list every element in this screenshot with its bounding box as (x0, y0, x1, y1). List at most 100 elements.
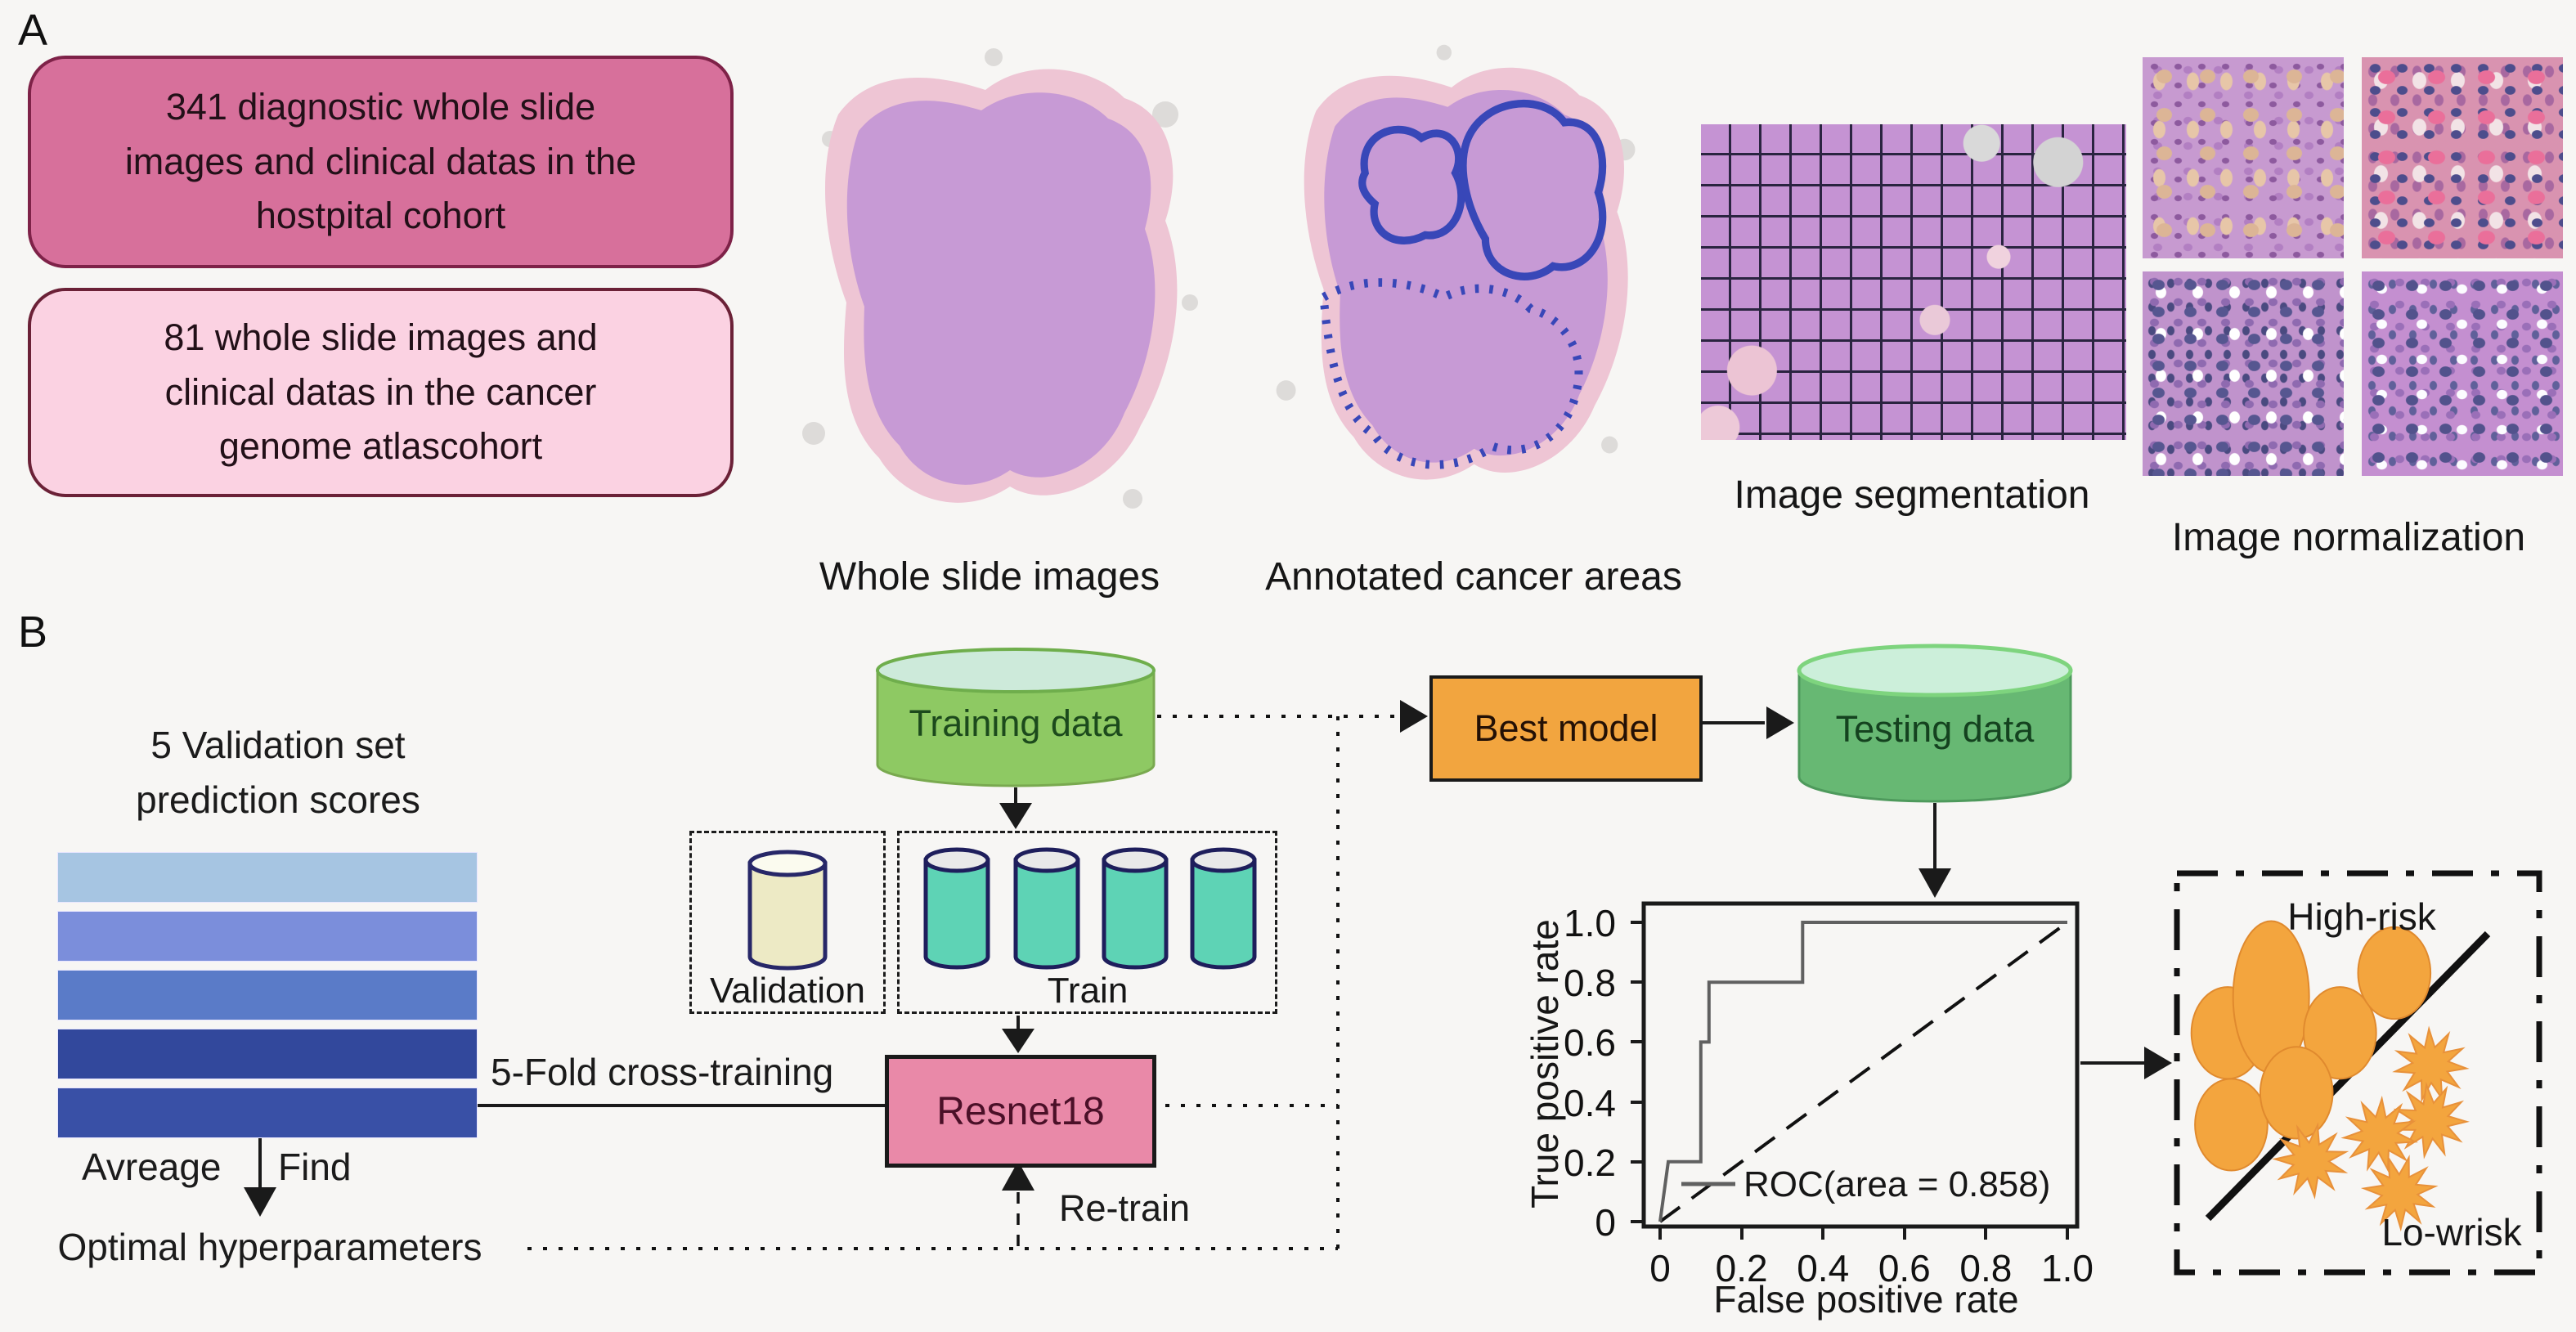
arrowhead-bestmodel (1400, 700, 1428, 733)
caption-image-segmentation: Image segmentation (1734, 473, 2090, 517)
roc-legend-text: ROC(area = 0.858) (1744, 1164, 2051, 1204)
prediction-score-bars (57, 852, 478, 1146)
roc-ytick-label: 0.8 (1564, 962, 1616, 1005)
hospital-cohort-box: 341 diagnostic whole slide images and cl… (28, 56, 734, 268)
fold-cross-training-label: 5-Fold cross-training (491, 1051, 834, 1093)
cancer-outline-left (1358, 125, 1465, 244)
validation-scores-title: 5 Validation set prediction scores (49, 718, 507, 827)
train-label: Train (1047, 971, 1129, 1011)
normalized-tile-2 (2362, 57, 2563, 258)
resnet18-box: Resnet18 (885, 1055, 1156, 1168)
tcga-cohort-line1: 81 whole slide images and (164, 316, 598, 359)
roc-ytick-label: 1.0 (1564, 902, 1616, 944)
normalized-tile-4 (2362, 271, 2563, 476)
arrowhead-training-down (999, 803, 1032, 829)
hospital-cohort-line3: hostpital cohort (255, 195, 506, 237)
arrowhead-retrain (1002, 1161, 1034, 1191)
normalized-tile-3 (2143, 271, 2344, 476)
validation-cylinder (747, 850, 828, 971)
hospital-cohort-line1: 341 diagnostic whole slide (165, 86, 596, 128)
roc-chance-diagonal (1658, 921, 2069, 1223)
roc-curve (1658, 921, 2067, 1222)
roc-ytick-label: 0.2 (1564, 1141, 1616, 1184)
roc-xtick-label: 0.6 (1878, 1247, 1931, 1289)
normalized-tile-1 (2143, 57, 2344, 258)
caption-whole-slide-images: Whole slide images (819, 555, 1160, 599)
train-cylinder-2 (1013, 847, 1080, 970)
validation-dashed-box (689, 831, 886, 1014)
high-risk-cell (2303, 986, 2377, 1080)
annotated-cancer-areas-illustration (1276, 44, 1636, 480)
arrowhead-riskbox (2144, 1047, 2172, 1079)
arrowhead-optimal (244, 1187, 276, 1217)
risk-shapes (2190, 920, 2470, 1232)
tissue-body (1324, 90, 1608, 463)
low-risk-cell (2392, 1025, 2470, 1103)
testing-data-label: Testing data (1835, 708, 2035, 750)
prediction-score-bar (57, 1029, 478, 1079)
caption-annotated-cancer-areas: Annotated cancer areas (1265, 555, 1682, 599)
tissue-body (846, 92, 1156, 485)
roc-xtick-label: 0 (1649, 1247, 1671, 1289)
prediction-score-bar (57, 1088, 478, 1138)
roc-xtick-label: 0.8 (1959, 1247, 2013, 1289)
low-risk-cell (2272, 1122, 2349, 1200)
arrowhead-trainbox-down (1002, 1029, 1034, 1053)
tcga-cohort-line2: clinical datas in the cancer (164, 370, 597, 413)
average-label: Avreage (82, 1146, 222, 1188)
panel-b-label: B (18, 608, 48, 657)
optimal-hyperparameters-label: Optimal hyperparameters (57, 1226, 482, 1268)
prediction-score-bar (57, 852, 478, 903)
high-risk-cell (2194, 1078, 2269, 1172)
validation-scores-title-line2: prediction scores (136, 778, 420, 821)
low-risk-label: Lo-wrisk (2381, 1211, 2522, 1254)
roc-xtick-label: 0.4 (1797, 1247, 1850, 1289)
cancer-outline-right (1459, 99, 1607, 280)
roc-plot-border (1641, 901, 2080, 1229)
roc-ytick-label: 0.4 (1564, 1081, 1616, 1124)
low-risk-cell (2392, 1082, 2470, 1159)
training-data-cylinder (876, 648, 1156, 787)
tcga-cohort-box: 81 whole slide images and clinical datas… (28, 288, 734, 497)
image-segmentation-illustration (1701, 124, 2126, 440)
roc-ytick-label: 0 (1595, 1201, 1616, 1244)
dotted-connectors (527, 715, 1420, 1250)
roc-x-ticks (1658, 1227, 2069, 1240)
training-data-label: Training data (909, 702, 1123, 744)
image-normalization-illustration (2143, 57, 2563, 476)
find-label: Find (278, 1146, 352, 1188)
train-cylinder-3 (1102, 847, 1169, 970)
best-model-box: Best model (1429, 675, 1703, 782)
high-risk-label: High-risk (2287, 895, 2436, 938)
train-cylinder-1 (923, 847, 990, 970)
hospital-cohort-line2: images and clinical datas in the (124, 140, 637, 182)
arrowhead-testing (1766, 706, 1794, 739)
arrowhead-roc-top (1919, 868, 1951, 898)
validation-label: Validation (710, 971, 865, 1011)
roc-xtick-label: 1.0 (2041, 1247, 2094, 1289)
roc-plot (1631, 901, 2080, 1240)
roc-xlabel: False positive rate (1713, 1278, 2019, 1321)
prediction-score-bar (57, 911, 478, 962)
retrain-label: Re-train (1059, 1187, 1191, 1229)
panel-a-label: A (18, 6, 48, 55)
low-risk-cell (2360, 1155, 2439, 1232)
high-risk-cell (2357, 926, 2432, 1020)
prediction-score-bar (57, 970, 478, 1020)
high-risk-cell (2259, 1046, 2334, 1140)
risk-box-border (2174, 870, 2542, 1276)
caption-image-normalization: Image normalization (2171, 516, 2526, 559)
background-speckles (802, 48, 1198, 509)
train-cylinders (923, 847, 1257, 970)
tcga-cohort-line3: genome atlascohort (218, 425, 543, 468)
risk-classification-box (2174, 870, 2542, 1276)
whole-slide-image-illustration (802, 48, 1198, 509)
roc-xtick-label: 0.2 (1715, 1247, 1768, 1289)
roc-y-ticks (1631, 921, 1644, 1223)
train-dashed-box (897, 831, 1277, 1014)
train-cylinder-4 (1190, 847, 1257, 970)
testing-data-cylinder (1797, 644, 2073, 803)
validation-scores-title-line1: 5 Validation set (150, 724, 406, 766)
